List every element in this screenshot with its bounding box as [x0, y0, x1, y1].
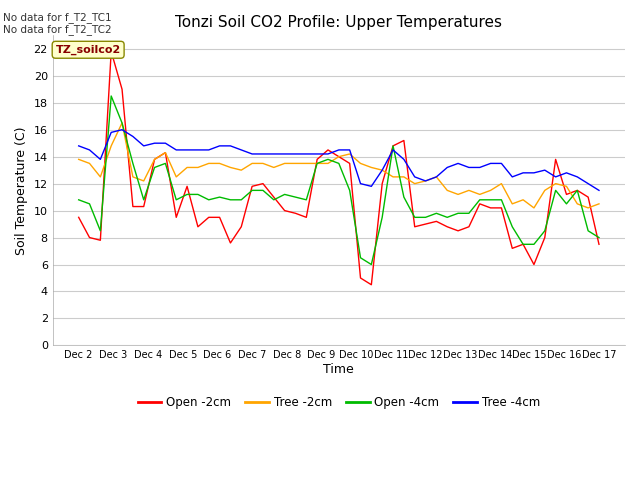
X-axis label: Time: Time — [323, 363, 354, 376]
Title: Tonzi Soil CO2 Profile: Upper Temperatures: Tonzi Soil CO2 Profile: Upper Temperatur… — [175, 15, 502, 30]
Text: No data for f_T2_TC1
No data for f_T2_TC2: No data for f_T2_TC1 No data for f_T2_TC… — [3, 12, 112, 36]
Legend: Open -2cm, Tree -2cm, Open -4cm, Tree -4cm: Open -2cm, Tree -2cm, Open -4cm, Tree -4… — [133, 392, 545, 414]
Text: TZ_soilco2: TZ_soilco2 — [56, 45, 121, 55]
Y-axis label: Soil Temperature (C): Soil Temperature (C) — [15, 126, 28, 254]
